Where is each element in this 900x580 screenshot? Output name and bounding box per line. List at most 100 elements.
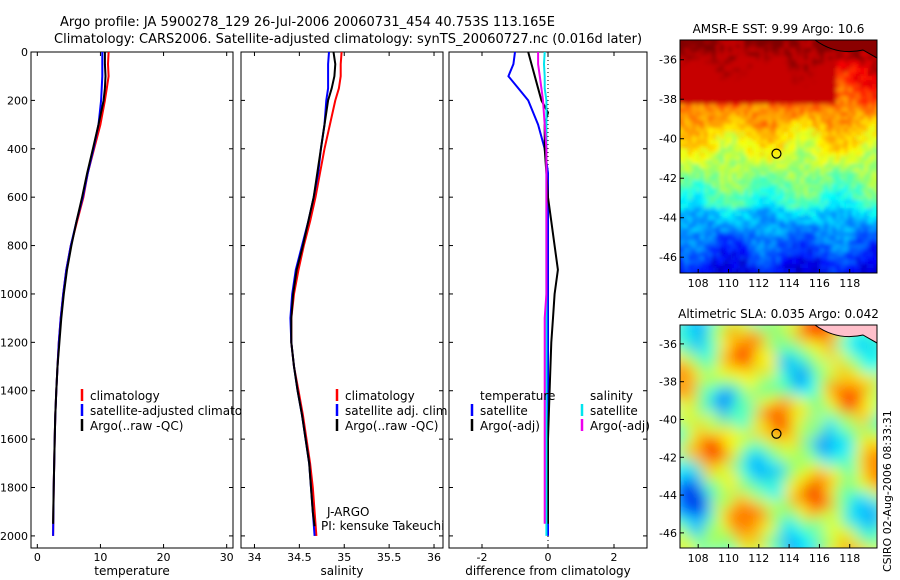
amsre-sst-heatmap-cell (688, 256, 693, 261)
altimetric-sla-heatmap-cell (808, 525, 817, 534)
amsre-sst-heatmap-cell (816, 204, 821, 209)
amsre-sst-heatmap-cell (712, 212, 717, 217)
amsre-sst-heatmap-cell (880, 44, 885, 49)
altimetric-sla-heatmap-cell (752, 397, 761, 406)
amsre-sst-heatmap-cell (852, 260, 857, 265)
amsre-sst-heatmap-cell (744, 84, 749, 89)
amsre-sst-heatmap-cell (724, 80, 729, 85)
amsre-sst-heatmap-cell (800, 96, 805, 101)
amsre-sst-heatmap-cell (844, 256, 849, 261)
altimetric-sla-heatmap-cell (688, 461, 697, 470)
amsre-sst-heatmap-cell (728, 68, 733, 73)
altimetric-sla-heatmap-cell (696, 461, 705, 470)
amsre-sst-heatmap-cell (828, 124, 833, 129)
amsre-sst-heatmap-cell (760, 208, 765, 213)
amsre-sst-heatmap-cell (700, 84, 705, 89)
amsre-sst-heatmap-cell (688, 196, 693, 201)
amsre-sst-heatmap-cell (696, 248, 701, 253)
amsre-sst-heatmap-cell (760, 104, 765, 109)
amsre-sst-heatmap-cell (708, 88, 713, 93)
amsre-sst-heatmap-cell (784, 132, 789, 137)
altimetric-sla-heatmap-cell (792, 445, 801, 454)
amsre-sst-heatmap-cell (740, 88, 745, 93)
altimetric-sla-heatmap-cell (832, 501, 841, 510)
amsre-sst-heatmap-cell (788, 64, 793, 69)
amsre-sst-heatmap-cell (728, 56, 733, 61)
amsre-sst-heatmap-cell (764, 144, 769, 149)
altimetric-sla-heatmap-cell (680, 453, 689, 462)
amsre-sst-heatmap-cell (820, 220, 825, 225)
amsre-sst-heatmap-cell (800, 160, 805, 165)
amsre-sst-heatmap-cell (720, 260, 725, 265)
amsre-sst-heatmap-cell (832, 248, 837, 253)
amsre-sst-heatmap-cell (776, 140, 781, 145)
amsre-sst-heatmap-cell (868, 276, 873, 281)
amsre-sst-heatmap-cell (836, 96, 841, 101)
amsre-sst-heatmap-cell (796, 52, 801, 57)
amsre-sst-heatmap-cell (864, 96, 869, 101)
altimetric-sla-heatmap-cell (864, 485, 873, 494)
altimetric-sla-heatmap-cell (784, 509, 793, 518)
amsre-sst-heatmap-cell (788, 96, 793, 101)
altimetric-sla-heatmap-cell (680, 373, 689, 382)
amsre-sst-heatmap-cell (840, 156, 845, 161)
amsre-sst-heatmap-cell (832, 156, 837, 161)
amsre-sst-heatmap-cell (780, 216, 785, 221)
altimetric-sla-heatmap-cell (840, 541, 849, 548)
amsre-sst-heatmap-cell (852, 124, 857, 129)
altimetric-sla-heatmap-cell (824, 485, 833, 494)
altimetric-sla-heatmap-cell (856, 469, 865, 478)
amsre-sst-heatmap-cell (824, 88, 829, 93)
amsre-sst-heatmap-cell (688, 144, 693, 149)
amsre-sst-heatmap-cell (804, 168, 809, 173)
amsre-sst-heatmap-cell (724, 124, 729, 129)
amsre-sst-heatmap-cell (868, 64, 873, 69)
amsre-sst-heatmap-cell (728, 112, 733, 117)
amsre-sst-heatmap-cell (852, 80, 857, 85)
amsre-sst-heatmap-cell (712, 124, 717, 129)
amsre-sst-heatmap-cell (840, 264, 845, 269)
amsre-sst-heatmap-cell (692, 180, 697, 185)
altimetric-sla-heatmap-cell (720, 325, 729, 334)
amsre-sst-heatmap-cell (688, 44, 693, 49)
amsre-sst-heatmap-cell (732, 248, 737, 253)
amsre-sst-heatmap-cell (804, 40, 809, 45)
amsre-sst-heatmap-cell (700, 76, 705, 81)
amsre-sst-heatmap-cell (752, 232, 757, 237)
amsre-sst-heatmap-cell (808, 136, 813, 141)
amsre-sst-heatmap-cell (720, 200, 725, 205)
altimetric-sla-heatmap-cell (848, 485, 857, 494)
amsre-sst-heatmap-cell (700, 188, 705, 193)
amsre-sst-heatmap-cell (776, 60, 781, 65)
amsre-sst-heatmap-cell (720, 124, 725, 129)
amsre-sst-heatmap-cell (688, 216, 693, 221)
amsre-sst-heatmap-cell (768, 108, 773, 113)
amsre-sst-heatmap-cell (708, 252, 713, 257)
amsre-sst-heatmap-cell (680, 84, 685, 89)
amsre-sst-heatmap-cell (748, 212, 753, 217)
altimetric-sla-heatmap-cell (864, 477, 873, 486)
amsre-sst-heatmap-cell (696, 48, 701, 53)
altimetric-sla-heatmap-cell (704, 517, 713, 526)
amsre-sst-heatmap-cell (780, 56, 785, 61)
amsre-sst-heatmap-cell (856, 260, 861, 265)
amsre-sst-heatmap-cell (736, 164, 741, 169)
altimetric-sla-heatmap-cell (688, 365, 697, 374)
amsre-sst-heatmap-cell (828, 176, 833, 181)
altimetric-sla-heatmap-cell (736, 453, 745, 462)
amsre-sst-heatmap-cell (748, 132, 753, 137)
amsre-sst-heatmap-cell (752, 56, 757, 61)
amsre-sst-heatmap-cell (724, 248, 729, 253)
amsre-sst-heatmap-cell (848, 132, 853, 137)
amsre-sst-heatmap-cell (704, 92, 709, 97)
amsre-sst-heatmap-cell (708, 144, 713, 149)
amsre-sst-heatmap-cell (780, 68, 785, 73)
amsre-sst-heatmap-cell (792, 156, 797, 161)
amsre-sst-heatmap-cell (748, 120, 753, 125)
amsre-sst-heatmap-cell (864, 144, 869, 149)
altimetric-sla-heatmap-cell (680, 501, 689, 510)
altimetric-sla-heatmap-cell (704, 341, 713, 350)
amsre-sst-heatmap-cell (740, 84, 745, 89)
amsre-sst-heatmap-cell (840, 140, 845, 145)
side-timestamp-label: CSIRO 02-Aug-2006 08:33:31 (881, 410, 894, 572)
